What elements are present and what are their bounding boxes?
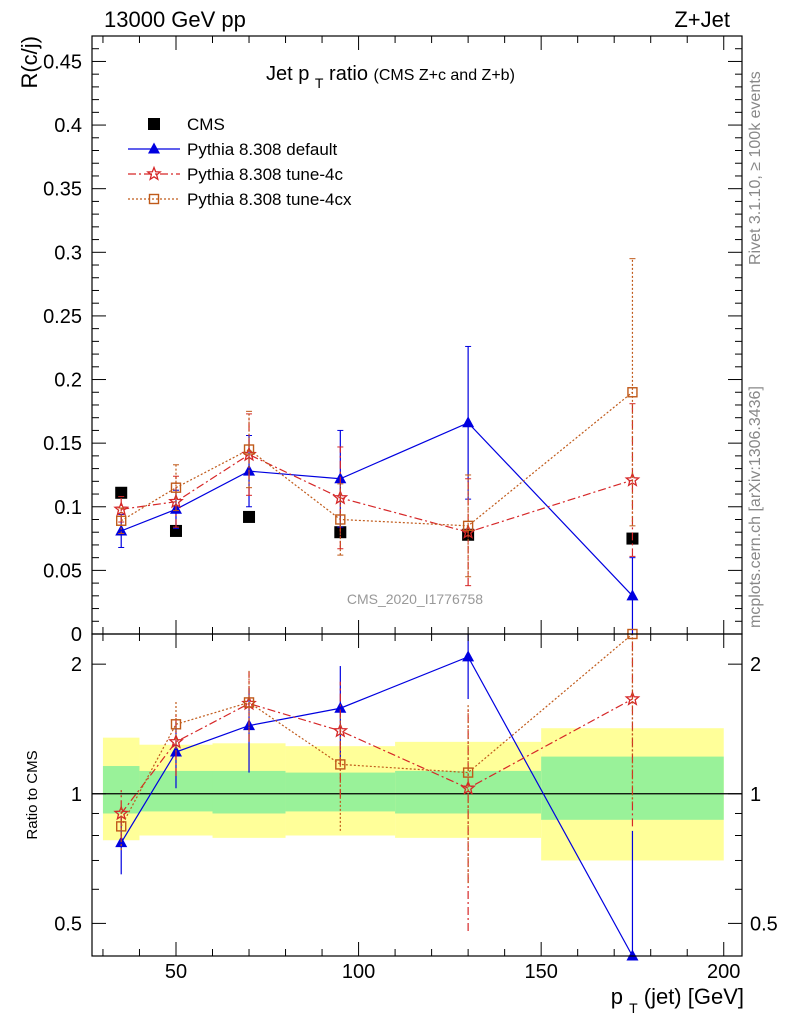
y-tick-label: 0.45 <box>43 51 82 73</box>
main-point-tune4cx <box>627 387 638 398</box>
main-point-default <box>626 589 639 601</box>
main-title: Jet p T ratio (CMS Z+c and Z+b) <box>266 63 515 93</box>
main-point-tune4cx <box>116 515 127 526</box>
ratio-green-band <box>212 770 286 814</box>
main-point-cms <box>243 510 256 523</box>
header-left-label: 13000 GeV pp <box>104 7 246 32</box>
y-tick-label: 0.1 <box>54 497 82 519</box>
ratio-point-default <box>334 701 347 713</box>
legend-label-tune4c: Pythia 8.308 tune-4c <box>187 165 343 184</box>
main-point-cms <box>115 486 128 499</box>
legend-marker-default <box>148 142 160 154</box>
y-tick-label: 0.25 <box>43 306 82 328</box>
ratio-y-tick-label-right: 1 <box>750 784 761 806</box>
y-tick-label: 0.3 <box>54 242 82 264</box>
legend-label-cms: CMS <box>187 115 225 134</box>
y-tick-label: 0.2 <box>54 370 82 392</box>
header-right-label: Z+Jet <box>674 7 730 32</box>
main-point-tune4c <box>332 489 349 505</box>
ratio-point-tune4cx <box>462 767 474 778</box>
main-series-tune4cx <box>116 258 638 578</box>
legend-item-tune4c: Pythia 8.308 tune-4c <box>128 165 343 184</box>
y-tick-label: 0 <box>71 624 82 646</box>
main-title-detail: (CMS Z+c and Z+b) <box>374 67 515 84</box>
main-series-cms <box>115 486 639 545</box>
ratio-point-tune4c <box>168 733 184 749</box>
rivet-version-label: Rivet 3.1.10, ≥ 100k events <box>747 71 764 265</box>
legend-item-default: Pythia 8.308 default <box>128 140 338 159</box>
xlabel-suffix: (jet) [GeV] <box>644 984 744 1009</box>
ratio-y-tick-label: 0.5 <box>54 913 82 935</box>
legend-label-default: Pythia 8.308 default <box>187 140 338 159</box>
main-point-default <box>462 416 475 428</box>
y-tick-label: 0.05 <box>43 560 82 582</box>
ratio-point-default <box>462 650 475 662</box>
main-point-tune4c <box>624 471 641 487</box>
x-tick-label: 100 <box>342 961 375 983</box>
main-title-subscript: T <box>315 75 324 91</box>
xlabel-text: p <box>611 984 623 1009</box>
ratio-y-tick-label: 2 <box>71 654 82 676</box>
main-point-tune4c <box>168 493 184 509</box>
main-series-line-tune4c <box>121 453 633 533</box>
main-title-text: Jet p <box>266 63 309 85</box>
legend-marker-cms <box>148 118 160 130</box>
legend-item-tune4cx: Pythia 8.308 tune-4cx <box>128 190 352 209</box>
ratio-series-line-tune4cx <box>120 633 633 827</box>
x-tick-label: 150 <box>524 961 557 983</box>
main-point-tune4cx <box>335 514 346 525</box>
y-tick-label: 0.15 <box>43 433 82 455</box>
ratio-point-tune4cx <box>170 719 182 730</box>
main-title-suffix: ratio <box>329 63 368 85</box>
ratio-point-default <box>626 949 639 961</box>
main-series-tune4c <box>113 403 641 587</box>
ratio-point-tune4cx <box>243 697 255 708</box>
main-ylabel: R(c/j) <box>17 36 42 89</box>
x-tick-label: 50 <box>165 961 187 983</box>
legend-marker-tune4cx <box>148 193 160 205</box>
ratio-y-tick-label-right: 0.5 <box>750 913 778 935</box>
legend-label-tune4cx: Pythia 8.308 tune-4cx <box>187 190 352 209</box>
ratio-y-tick-label: 1 <box>71 784 82 806</box>
main-point-tune4cx <box>243 444 255 455</box>
legend-marker-tune4c <box>146 165 162 181</box>
main-point-tune4cx <box>462 520 474 532</box>
ratio-ylabel: Ratio to CMS <box>24 750 41 839</box>
main-series-line-tune4cx <box>120 391 633 527</box>
ratio-point-tune4cx <box>116 821 127 832</box>
analysis-watermark: CMS_2020_I1776758 <box>347 591 483 607</box>
main-point-tune4cx <box>170 482 182 493</box>
ratio-plot-frame <box>91 633 743 957</box>
legend-item-cms: CMS <box>148 115 225 134</box>
y-tick-label: 0.4 <box>54 115 82 137</box>
ratio-xlabel: p T (jet) [GeV] <box>611 984 744 1018</box>
y-tick-label: 0.35 <box>43 179 82 201</box>
xlabel-subscript: T <box>629 1000 638 1016</box>
main-point-default <box>115 524 128 536</box>
ratio-series-line-tune4c <box>120 698 633 814</box>
ratio-y-tick-label-right: 2 <box>750 654 761 676</box>
x-tick-label: 200 <box>707 961 740 983</box>
ratio-point-tune4cx <box>335 759 346 770</box>
main-series-line-default <box>120 422 633 597</box>
mcplots-label: mcplots.cern.ch [arXiv:1306.3436] <box>747 386 764 628</box>
